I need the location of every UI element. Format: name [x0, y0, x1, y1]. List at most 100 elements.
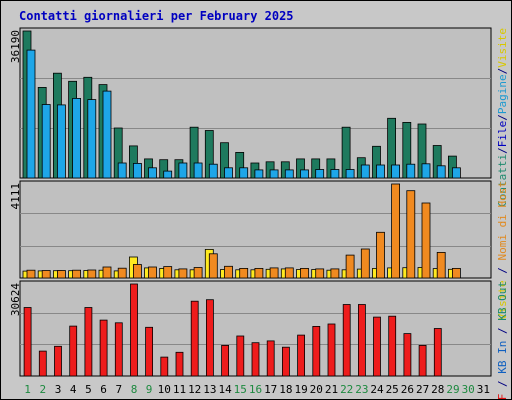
x-tick-label: 14 — [218, 383, 232, 396]
legend-label: Visite — [496, 28, 509, 68]
bar — [130, 283, 138, 377]
x-tick-label: 12 — [188, 383, 201, 396]
legend-label: / — [496, 374, 509, 394]
bar — [391, 164, 401, 179]
x-tick-label: 29 — [446, 383, 459, 396]
series-nomi-di-host — [26, 183, 461, 279]
bar — [41, 270, 51, 279]
bar — [208, 163, 218, 179]
bar — [163, 266, 173, 279]
bar — [208, 253, 218, 279]
bar — [297, 334, 306, 377]
bar — [132, 264, 142, 279]
bar — [254, 169, 264, 179]
bar — [26, 269, 36, 279]
bar — [221, 344, 230, 377]
bar — [403, 333, 412, 377]
bar — [117, 162, 127, 179]
legend-label: / — [496, 114, 509, 121]
bar — [178, 268, 188, 279]
x-tick-label: 20 — [310, 383, 323, 396]
bar — [72, 98, 81, 179]
y-max-label: 30624 — [9, 283, 22, 316]
bar — [87, 99, 97, 179]
x-tick-label: 28 — [431, 383, 444, 396]
bar — [391, 183, 401, 279]
bar — [145, 326, 154, 377]
x-tick-label: 17 — [264, 383, 277, 396]
x-tick-label: 18 — [279, 383, 292, 396]
bar — [41, 104, 51, 179]
bar — [418, 344, 427, 377]
chart-title: Contatti giornalieri per February 2025 — [19, 9, 294, 23]
bar — [315, 268, 325, 279]
series-file — [26, 49, 461, 179]
bar — [175, 351, 184, 377]
bar — [57, 104, 66, 179]
bar — [23, 307, 32, 377]
x-tick-label: 31 — [477, 383, 490, 396]
bar — [433, 328, 442, 377]
bar — [360, 248, 370, 279]
bar — [269, 169, 279, 179]
bar — [102, 90, 112, 179]
bar — [345, 169, 355, 179]
bar — [436, 165, 446, 179]
legend-label: KB Out — [496, 281, 509, 321]
x-tick-label: 1 — [24, 383, 31, 396]
bar — [117, 267, 127, 279]
x-tick-label: 21 — [325, 383, 338, 396]
x-tick-label: 2 — [39, 383, 46, 396]
bar — [102, 266, 112, 279]
bar — [281, 346, 290, 377]
bar — [451, 267, 461, 279]
bar — [114, 322, 123, 377]
bar — [239, 267, 249, 279]
bar — [342, 304, 351, 377]
x-tick-label: 23 — [355, 383, 368, 396]
bar — [388, 315, 397, 377]
bar — [373, 316, 381, 377]
x-tick-label: 27 — [416, 383, 429, 396]
bar — [205, 299, 214, 377]
legend-label: / — [496, 321, 509, 341]
x-tick-label: 30 — [462, 383, 475, 396]
legend-labels: KB F / KB In / KB Out — [496, 281, 509, 400]
legend-label: Nomi di Host — [496, 181, 509, 260]
bar — [357, 304, 366, 377]
bar — [72, 269, 81, 279]
x-tick-label: 4 — [70, 383, 77, 396]
y-max-label: 4111 — [9, 183, 22, 210]
panel-background — [19, 27, 492, 179]
panel-middle: 4111 Visite / Nomi di Host — [9, 180, 509, 320]
x-tick-label: 25 — [386, 383, 399, 396]
bar — [300, 267, 309, 279]
bar — [26, 49, 36, 179]
bar — [236, 335, 245, 377]
bar — [87, 269, 97, 279]
bar — [284, 169, 294, 179]
bar — [160, 356, 169, 377]
legend-label: KB In — [496, 341, 509, 374]
x-tick-label: 16 — [249, 383, 262, 396]
bar — [330, 169, 340, 179]
y-max-label: 36190 — [9, 30, 22, 63]
bar — [269, 267, 279, 279]
bar — [148, 167, 157, 179]
bar — [330, 268, 340, 279]
x-tick-label: 10 — [158, 383, 171, 396]
legend-label: / — [496, 68, 509, 75]
bar — [421, 163, 431, 179]
legend-labels: Visite / Nomi di Host — [496, 181, 509, 320]
x-tick-label: 15 — [234, 383, 247, 396]
bar — [163, 170, 173, 179]
x-tick-label: 11 — [173, 383, 186, 396]
bar — [376, 231, 385, 279]
panel-bottom: 30624 KB F / KB In / KB Out — [9, 280, 509, 400]
bar — [360, 164, 370, 179]
bar — [132, 162, 142, 179]
bar — [99, 319, 108, 377]
x-tick-label: 9 — [146, 383, 153, 396]
